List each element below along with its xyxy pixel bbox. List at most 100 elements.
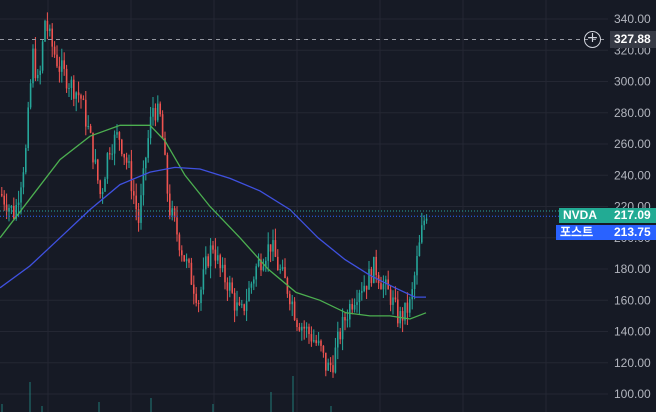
candle-body	[113, 134, 116, 154]
volume-bar	[150, 398, 152, 412]
price-axis-tick: 120.00	[614, 356, 651, 370]
candle-body	[226, 282, 229, 291]
candle-body	[176, 217, 178, 235]
price-axis-tick: 280.00	[614, 106, 651, 120]
candle-body	[121, 139, 123, 155]
price-axis-tick: 240.00	[614, 168, 651, 182]
candle-body	[205, 256, 207, 270]
candle-body	[164, 138, 166, 155]
candle-body	[44, 20, 46, 42]
candle-body	[260, 259, 262, 271]
candle-body	[130, 161, 133, 192]
candle-body	[1, 194, 3, 196]
candle-body	[411, 289, 413, 300]
candle-body	[317, 340, 320, 344]
candle-body	[233, 292, 236, 311]
candle-body	[178, 234, 181, 251]
candle-body	[416, 256, 418, 276]
volume-bar	[98, 402, 100, 412]
candle-body	[262, 266, 265, 271]
candle-body	[389, 289, 392, 305]
crosshair-price-label: 327.88	[610, 31, 656, 48]
candle-body	[320, 340, 322, 346]
candle-body	[284, 267, 286, 279]
volume-bar	[330, 406, 332, 412]
candle-body	[173, 208, 176, 218]
candle-body	[10, 205, 13, 208]
candle-body	[241, 304, 243, 306]
candle-body	[111, 153, 113, 155]
candle-body	[20, 187, 22, 203]
candle-body	[73, 79, 75, 99]
candle-body	[46, 20, 49, 32]
candle-body	[339, 331, 341, 340]
candle-body	[265, 260, 267, 267]
candle-body	[425, 218, 428, 221]
volume-bar	[29, 382, 31, 412]
candle-body	[310, 334, 313, 342]
candle-body	[145, 157, 147, 169]
candle-body	[272, 240, 274, 252]
candle-body	[296, 319, 298, 328]
price-axis-tick: 300.00	[614, 75, 651, 89]
candle-body	[118, 132, 121, 140]
candle-body	[157, 103, 159, 121]
candle-body	[104, 178, 106, 192]
candle-body	[267, 244, 269, 261]
volume-bar	[212, 404, 214, 412]
candle-body	[183, 255, 185, 262]
candle-body	[99, 180, 101, 195]
candle-body	[61, 60, 63, 72]
candle-body	[305, 326, 308, 329]
candle-body	[373, 256, 375, 284]
candle-body	[221, 264, 224, 269]
candle-body	[250, 283, 253, 288]
candle-body	[188, 259, 190, 263]
candle-body	[243, 304, 245, 311]
candle-body	[409, 299, 411, 313]
post-tag-name: 포스트	[556, 225, 610, 240]
candle-body	[166, 154, 169, 194]
candle-body	[298, 327, 301, 331]
candle-body	[231, 282, 233, 293]
candle-body	[344, 316, 346, 321]
candle-body	[154, 108, 157, 121]
candle-body	[149, 116, 152, 139]
candle-body	[15, 205, 17, 219]
candle-body	[53, 46, 56, 55]
plus-circle-icon[interactable]: +	[584, 31, 601, 48]
candle-body	[385, 279, 387, 285]
candle-body	[394, 297, 397, 300]
candle-body	[382, 284, 385, 290]
candle-body	[101, 191, 104, 195]
candle-body	[185, 259, 188, 262]
volume-bar	[270, 392, 272, 412]
candle-body	[39, 70, 41, 75]
candle-body	[217, 255, 219, 261]
candle-body	[380, 283, 382, 290]
candle-body	[128, 161, 130, 163]
candle-body	[329, 362, 332, 366]
symbol-tag-value: 217.09	[610, 208, 656, 223]
candle-body	[135, 195, 137, 210]
candle-body	[277, 256, 279, 271]
candle-body	[337, 331, 339, 348]
candle-body	[195, 293, 197, 303]
symbol-tag-name: NVDA	[559, 208, 610, 223]
candle-body	[334, 347, 337, 373]
candle-body	[49, 28, 51, 32]
candle-body	[116, 132, 118, 135]
candle-body	[41, 41, 44, 71]
candle-body	[34, 48, 37, 79]
candle-body	[75, 92, 77, 99]
candle-body	[209, 245, 212, 267]
candle-body	[279, 269, 281, 271]
candle-body	[181, 250, 183, 256]
candle-body	[423, 220, 425, 226]
candle-body	[253, 279, 255, 284]
candle-body	[293, 301, 296, 320]
candle-body	[274, 240, 277, 257]
candle-body	[77, 92, 80, 96]
